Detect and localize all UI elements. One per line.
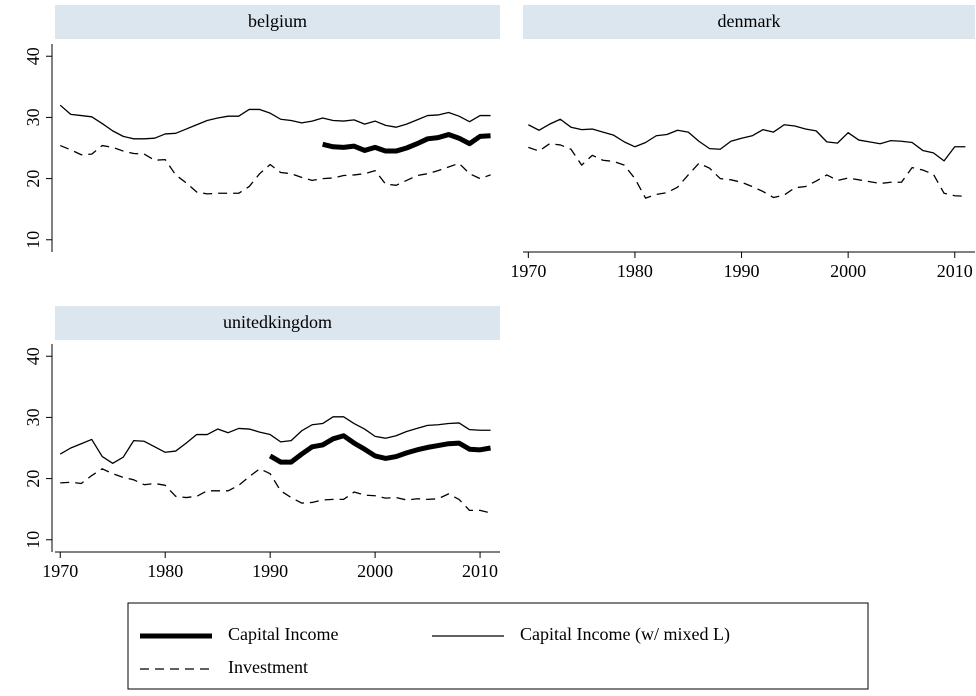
y-tick-label: 20: [23, 470, 43, 488]
series-line: [59, 104, 491, 140]
x-tick-label: 2000: [357, 561, 393, 581]
x-tick-label: 1980: [617, 261, 653, 281]
y-tick-label: 10: [23, 231, 43, 249]
x-tick-label: 2000: [830, 261, 866, 281]
y-tick-label: 40: [23, 47, 43, 65]
panel-title: denmark: [718, 11, 781, 31]
x-tick-label: 2010: [937, 261, 973, 281]
series-line: [322, 132, 491, 154]
y-tick-label: 20: [23, 170, 43, 188]
y-tick-label: 40: [23, 347, 43, 365]
y-tick-label: 10: [23, 531, 43, 549]
x-tick-label: 1970: [42, 561, 78, 581]
series-line: Investment: [528, 143, 966, 199]
panel-title: belgium: [248, 11, 307, 31]
series-line: Capital Income: [268, 433, 491, 465]
series-line: Capital Income (w/ mixed L): [528, 118, 966, 162]
panel-title: unitedkingdom: [223, 312, 332, 332]
panel-header: [55, 5, 500, 39]
panel-header: [523, 5, 975, 39]
legend-label: Investment: [228, 657, 308, 677]
series-line: Investment: [60, 468, 491, 514]
y-tick-label: 30: [23, 108, 43, 126]
legend-label: Capital Income (w/ mixed L): [520, 624, 730, 645]
series-line: Capital Income (w/ mixed L): [59, 416, 491, 464]
panel-header: [55, 306, 500, 340]
x-tick-label: 1980: [147, 561, 183, 581]
series-line: [60, 144, 491, 195]
x-tick-label: 2010: [462, 561, 498, 581]
y-tick-label: 30: [23, 408, 43, 426]
x-tick-label: 1990: [252, 561, 288, 581]
x-tick-label: 1990: [724, 261, 760, 281]
legend-box: [127, 602, 869, 690]
x-tick-label: 1970: [510, 261, 546, 281]
legend-label: Capital Income: [228, 624, 338, 644]
